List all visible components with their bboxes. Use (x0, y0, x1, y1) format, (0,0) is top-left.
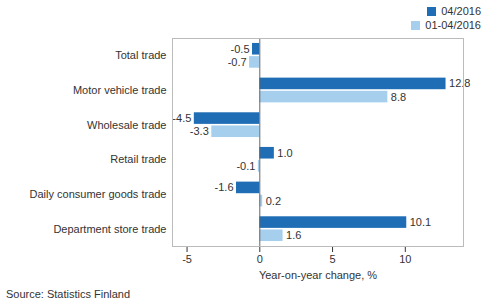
svg-text:12.8: 12.8 (449, 77, 470, 89)
svg-text:Total trade: Total trade (115, 49, 166, 61)
svg-text:Wholesale trade: Wholesale trade (87, 119, 167, 131)
svg-text:0.2: 0.2 (266, 195, 281, 207)
svg-text:Motor vehicle trade: Motor vehicle trade (73, 84, 167, 96)
html-text:04/2016: 04/2016 (441, 5, 481, 17)
html-text:01-04/2016: 01-04/2016 (425, 19, 481, 31)
svg-text:10.1: 10.1 (410, 216, 431, 228)
svg-text:-1.6: -1.6 (215, 181, 234, 193)
svg-text:5: 5 (329, 253, 335, 265)
html-text:Source: Statistics Finland: Source: Statistics Finland (6, 288, 131, 300)
svg-text:0: 0 (257, 253, 263, 265)
svg-text:Daily consumer goods trade: Daily consumer goods trade (30, 188, 167, 200)
svg-text:-0.7: -0.7 (228, 56, 247, 68)
svg-text:-4.5: -4.5 (172, 112, 191, 124)
svg-text:-0.5: -0.5 (231, 43, 250, 55)
svg-text:1.0: 1.0 (277, 147, 292, 159)
svg-text:Retail trade: Retail trade (110, 153, 166, 165)
svg-text:8.8: 8.8 (391, 91, 406, 103)
svg-text:10: 10 (399, 253, 411, 265)
svg-text:-3.3: -3.3 (190, 125, 209, 137)
svg-text:1.6: 1.6 (286, 229, 301, 241)
svg-text:-0.1: -0.1 (236, 160, 255, 172)
svg-text:Department store trade: Department store trade (53, 223, 166, 235)
svg-text:-5: -5 (182, 253, 192, 265)
svg-text:Year-on-year change, %: Year-on-year change, % (259, 269, 377, 281)
